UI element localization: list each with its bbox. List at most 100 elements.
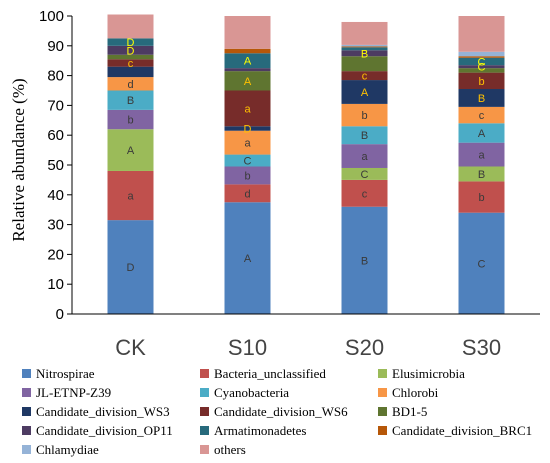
- segment-label: a: [127, 191, 134, 203]
- segment-label: c: [128, 58, 134, 70]
- y-tick-label: 50: [47, 157, 64, 174]
- bar-segment: [224, 166, 271, 185]
- legend: Nitrospirae Bacteria_unclassified Elusimic…: [22, 366, 532, 457]
- segment-label: D: [127, 45, 135, 57]
- legend-label: Cyanobacteria: [214, 385, 289, 400]
- bar-segment: [458, 89, 505, 107]
- segment-label: B: [361, 48, 368, 60]
- segment-label: B: [478, 169, 485, 181]
- bar-segment: [107, 66, 154, 78]
- legend-label: BD1-5: [392, 404, 427, 419]
- legend-swatch: [200, 445, 209, 454]
- bar-segment: [458, 68, 505, 73]
- segment-label: B: [361, 255, 368, 267]
- legend-label: others: [214, 442, 246, 457]
- legend-swatch: [200, 388, 209, 397]
- bar-segment: [107, 38, 154, 46]
- segment-label: a: [478, 150, 485, 162]
- axes-group: 0 10 20 30 40 50 60 70 80 90 100 CK S10 S20 S30: [39, 8, 540, 360]
- legend-label: JL-ETNP-Z39: [36, 385, 111, 400]
- legend-label: Nitrospirae: [36, 366, 95, 381]
- segment-label: B: [478, 93, 485, 105]
- bar-segment: [458, 142, 505, 167]
- x-tick-label: S20: [345, 335, 384, 360]
- segment-label: A: [244, 253, 252, 265]
- bar-segment: [224, 154, 271, 167]
- bar-segment: [107, 54, 154, 60]
- x-tick-label: CK: [115, 335, 146, 360]
- segment-label: c: [362, 71, 368, 83]
- bar-segment: [107, 14, 154, 39]
- bar-segment: [341, 44, 388, 47]
- bar-segment: [224, 130, 271, 155]
- y-tick-label: 10: [47, 276, 64, 293]
- segment-label: b: [478, 76, 484, 88]
- segment-label: a: [244, 103, 251, 115]
- segment-label: A: [361, 87, 369, 99]
- legend-label: Armatimonadetes: [214, 423, 306, 438]
- bar-segment: [341, 71, 388, 81]
- legend-swatch: [378, 388, 387, 397]
- legend-swatch: [22, 445, 31, 454]
- bar-segment: [341, 21, 388, 45]
- segment-label: D: [127, 262, 135, 274]
- legend-swatch: [22, 369, 31, 378]
- bar-segment: [224, 16, 271, 49]
- y-tick-label: 60: [47, 127, 64, 144]
- legend-label: Candidate_division_BRC1: [392, 423, 532, 438]
- segment-label: A: [244, 76, 252, 88]
- bar-segment: [107, 45, 154, 55]
- bar-segment: [341, 179, 388, 207]
- bar-segment: [458, 106, 505, 124]
- y-tick-label: 0: [56, 306, 64, 323]
- legend-swatch: [378, 407, 387, 416]
- bar-segment: [341, 206, 388, 314]
- segment-label: c: [479, 110, 485, 122]
- bar-segment: [458, 65, 505, 69]
- y-tick-label: 20: [47, 246, 64, 263]
- bar-segment: [341, 56, 388, 72]
- legend-label: Elusimicrobia: [392, 366, 465, 381]
- segment-label: b: [127, 115, 133, 127]
- bar-segment: [107, 77, 154, 91]
- legend-label: Bacteria_unclassified: [214, 366, 326, 381]
- legend-swatch: [22, 426, 31, 435]
- bar-segment: [224, 202, 271, 314]
- bar-segment: [224, 48, 271, 54]
- bar-segment: [107, 109, 154, 130]
- segment-label: b: [361, 110, 367, 122]
- y-tick-label: 100: [39, 8, 64, 25]
- legend-swatch: [200, 426, 209, 435]
- segment-label: C: [478, 56, 486, 68]
- bar-segment: [341, 47, 388, 51]
- legend-swatch: [378, 369, 387, 378]
- segment-label: a: [361, 151, 368, 163]
- y-tick-label: 80: [47, 68, 64, 85]
- segment-label: b: [244, 170, 250, 182]
- segment-label: c: [362, 188, 368, 200]
- bar-segment: [224, 71, 271, 91]
- bar-segment: [341, 46, 388, 48]
- legend-label: Chlamydiae: [36, 442, 99, 457]
- segment-label: B: [127, 95, 134, 107]
- legend-swatch: [22, 407, 31, 416]
- legend-label: Candidate_division_WS6: [214, 404, 348, 419]
- bar-segment: [458, 51, 505, 57]
- bar-segment: [341, 144, 388, 168]
- bar-segment: [458, 166, 505, 182]
- bar-segment: [341, 50, 388, 57]
- segment-label: A: [244, 56, 252, 68]
- segment-label: C: [478, 258, 486, 270]
- legend-label: Chlorobi: [392, 385, 439, 400]
- bar-segment: [107, 90, 154, 110]
- bars-group: [107, 14, 505, 314]
- legend-swatch: [378, 426, 387, 435]
- segment-label: A: [127, 145, 135, 157]
- bar-segment: [458, 16, 505, 52]
- bar-segment: [458, 123, 505, 143]
- bar-segment: [224, 53, 271, 69]
- segment-label: a: [244, 138, 251, 150]
- segment-label: D: [127, 37, 135, 49]
- bar-segment: [341, 167, 388, 180]
